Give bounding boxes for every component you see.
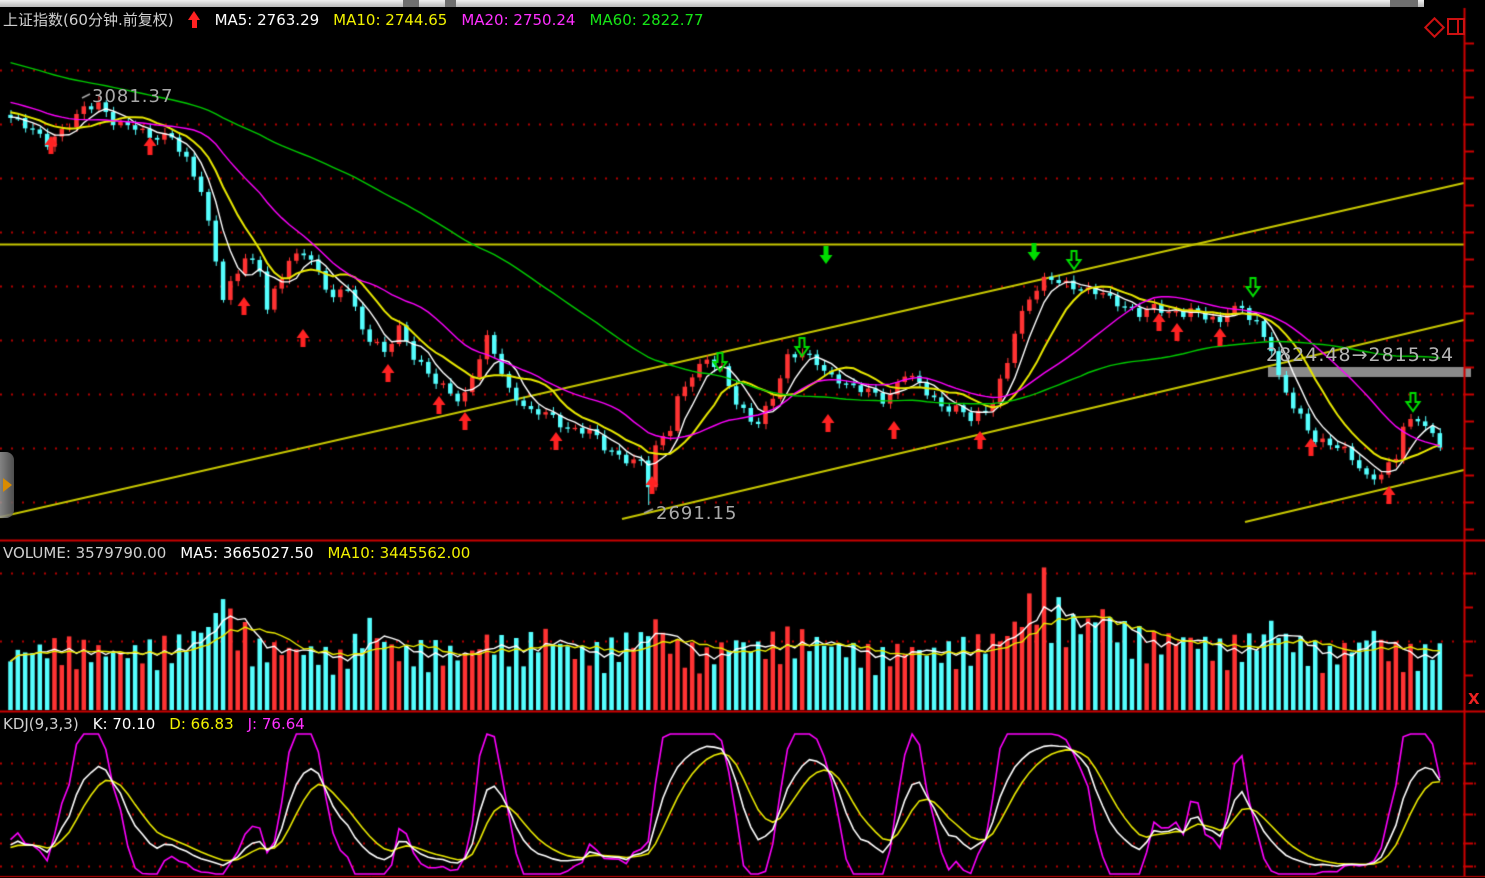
strip-end [1424,0,1485,7]
kdj-indicator-label: KDJ(9,3,3) [3,715,79,733]
expand-arrow-icon [3,478,12,492]
split-window-icon[interactable] [1447,18,1465,35]
volume-header: VOLUME: 3579790.00 MA5: 3665027.50 MA10:… [3,544,470,562]
top-scroll-strip[interactable] [0,0,1424,7]
kdj-j-value: J: 76.64 [247,715,305,733]
sidebar-flyout-tab[interactable] [0,452,14,518]
ma5-value: MA5: 2763.29 [214,10,320,29]
volume-value: VOLUME: 3579790.00 [3,544,167,562]
kdj-k-value: K: 70.10 [92,715,156,733]
volume-ma5-value: MA5: 3665027.50 [180,544,314,562]
high-price-label: 3081.37 [92,86,174,107]
kdj-d-value: D: 66.83 [169,715,234,733]
price-band-label: 2824.48→2815.34 [1266,344,1455,366]
volume-ma10-value: MA10: 3445562.00 [327,544,471,562]
strip-notch [403,0,419,7]
ma60-value: MA60: 2822.77 [589,10,704,29]
low-price-label: 2691.15 [656,503,738,524]
strip-notch [445,0,456,7]
panel-close-button[interactable]: X [1468,690,1480,708]
up-arrow-icon [187,11,201,28]
ma10-value: MA10: 2744.65 [333,10,448,29]
strip-notch [1390,0,1418,7]
kdj-header: KDJ(9,3,3) K: 70.10 D: 66.83 J: 76.64 [3,715,305,733]
instrument-title: 上证指数(60分钟.前复权) [3,11,174,29]
main-chart-header: 上证指数(60分钟.前复权) MA5: 2763.29 MA10: 2744.6… [3,9,704,30]
ma20-value: MA20: 2750.24 [461,10,576,29]
